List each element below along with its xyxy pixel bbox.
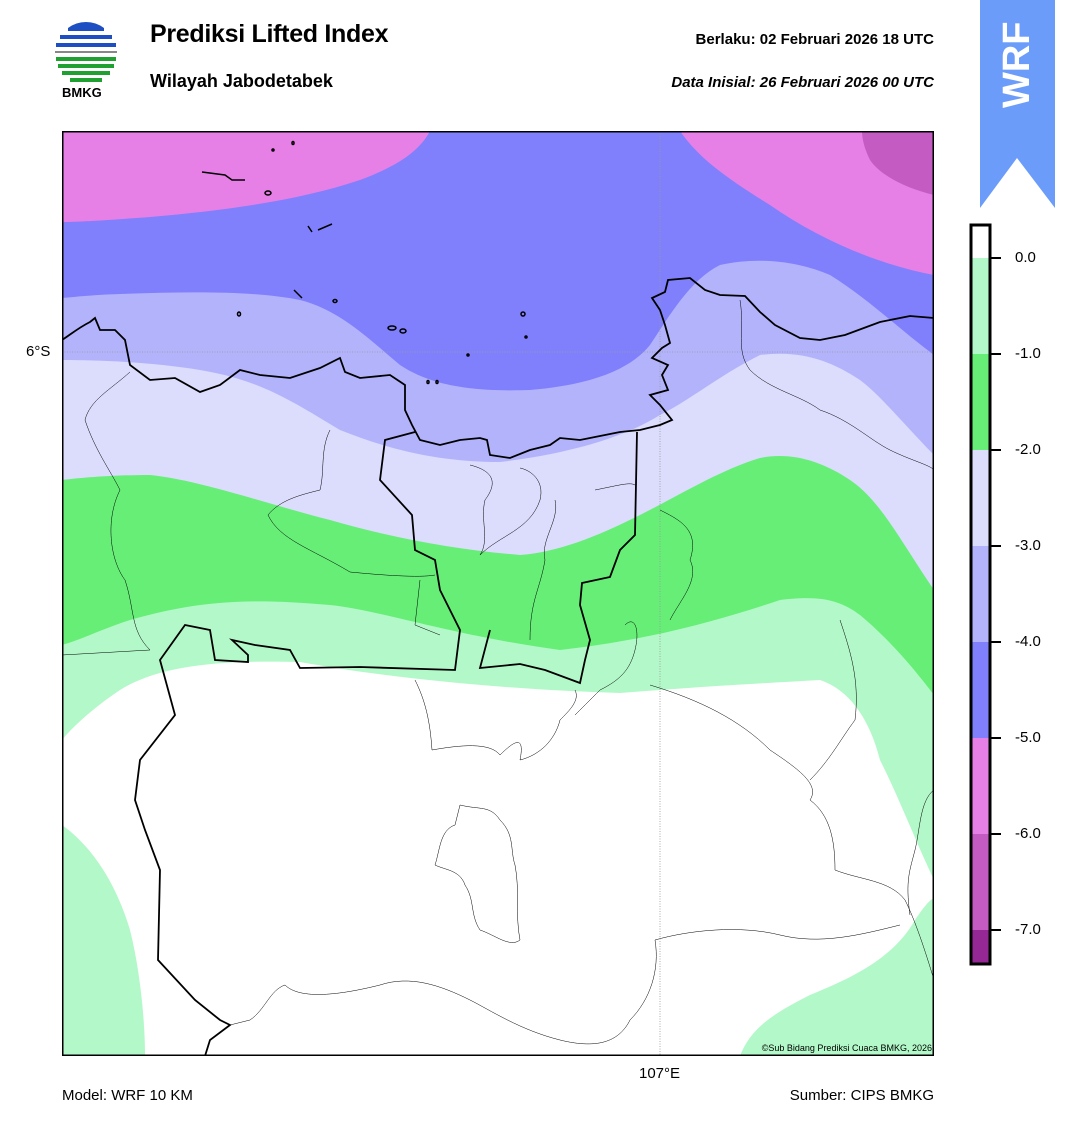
colorbar-swatch bbox=[971, 258, 990, 354]
source-label: Sumber: CIPS BMKG bbox=[789, 1087, 934, 1104]
colorbar-tick-label: -2.0 bbox=[1015, 441, 1041, 458]
latitude-label: 6°S bbox=[26, 343, 51, 360]
regency-boundaries bbox=[62, 299, 934, 1045]
colorbar-swatch bbox=[971, 834, 990, 930]
colorbar-swatch bbox=[971, 642, 990, 738]
colorbar bbox=[969, 223, 1001, 966]
colorbar-tick-label: 0.0 bbox=[1015, 249, 1036, 266]
lifted-index-map bbox=[62, 131, 934, 1056]
model-label: Model: WRF 10 KM bbox=[62, 1087, 193, 1104]
colorbar-tick-label: -5.0 bbox=[1015, 729, 1041, 746]
colorbar-swatch bbox=[971, 738, 990, 834]
colorbar-swatch bbox=[971, 546, 990, 642]
band-pink-nw bbox=[62, 131, 430, 222]
gridlines bbox=[62, 131, 934, 1056]
colorbar-swatch bbox=[971, 930, 990, 964]
longitude-label: 107°E bbox=[639, 1065, 681, 1082]
band-light-green-sw bbox=[62, 825, 145, 1056]
colorbar-tick-label: -7.0 bbox=[1015, 921, 1041, 938]
small-islands bbox=[201, 140, 528, 385]
bmkg-logo bbox=[55, 22, 117, 82]
copyright-text: ©Sub Bidang Prediksi Cuaca BMKG, 2026 bbox=[761, 1043, 932, 1053]
wrf-banner-label: WRF bbox=[996, 21, 1038, 108]
colorbar-swatch bbox=[971, 354, 990, 450]
wrf-banner bbox=[980, 0, 1055, 208]
colorbar-tick-label: -4.0 bbox=[1015, 633, 1041, 650]
colorbar-tick-label: -1.0 bbox=[1015, 345, 1041, 362]
valid-time: Berlaku: 02 Februari 2026 18 UTC bbox=[695, 31, 934, 48]
coastline bbox=[62, 277, 934, 1056]
band-light-green-se bbox=[740, 898, 934, 1056]
init-time: Data Inisial: 26 Februari 2026 00 UTC bbox=[671, 74, 934, 91]
colorbar-tick-label: -6.0 bbox=[1015, 825, 1041, 842]
colorbar-swatch bbox=[971, 450, 990, 546]
page-title: Prediksi Lifted Index bbox=[150, 20, 389, 48]
band-pink-ne bbox=[680, 131, 934, 275]
region-subtitle: Wilayah Jabodetabek bbox=[150, 71, 333, 91]
colorbar-tick-label: -3.0 bbox=[1015, 537, 1041, 554]
band-purple-ne bbox=[862, 131, 934, 195]
logo-text: BMKG bbox=[62, 85, 102, 100]
colorbar-swatch bbox=[971, 225, 990, 258]
